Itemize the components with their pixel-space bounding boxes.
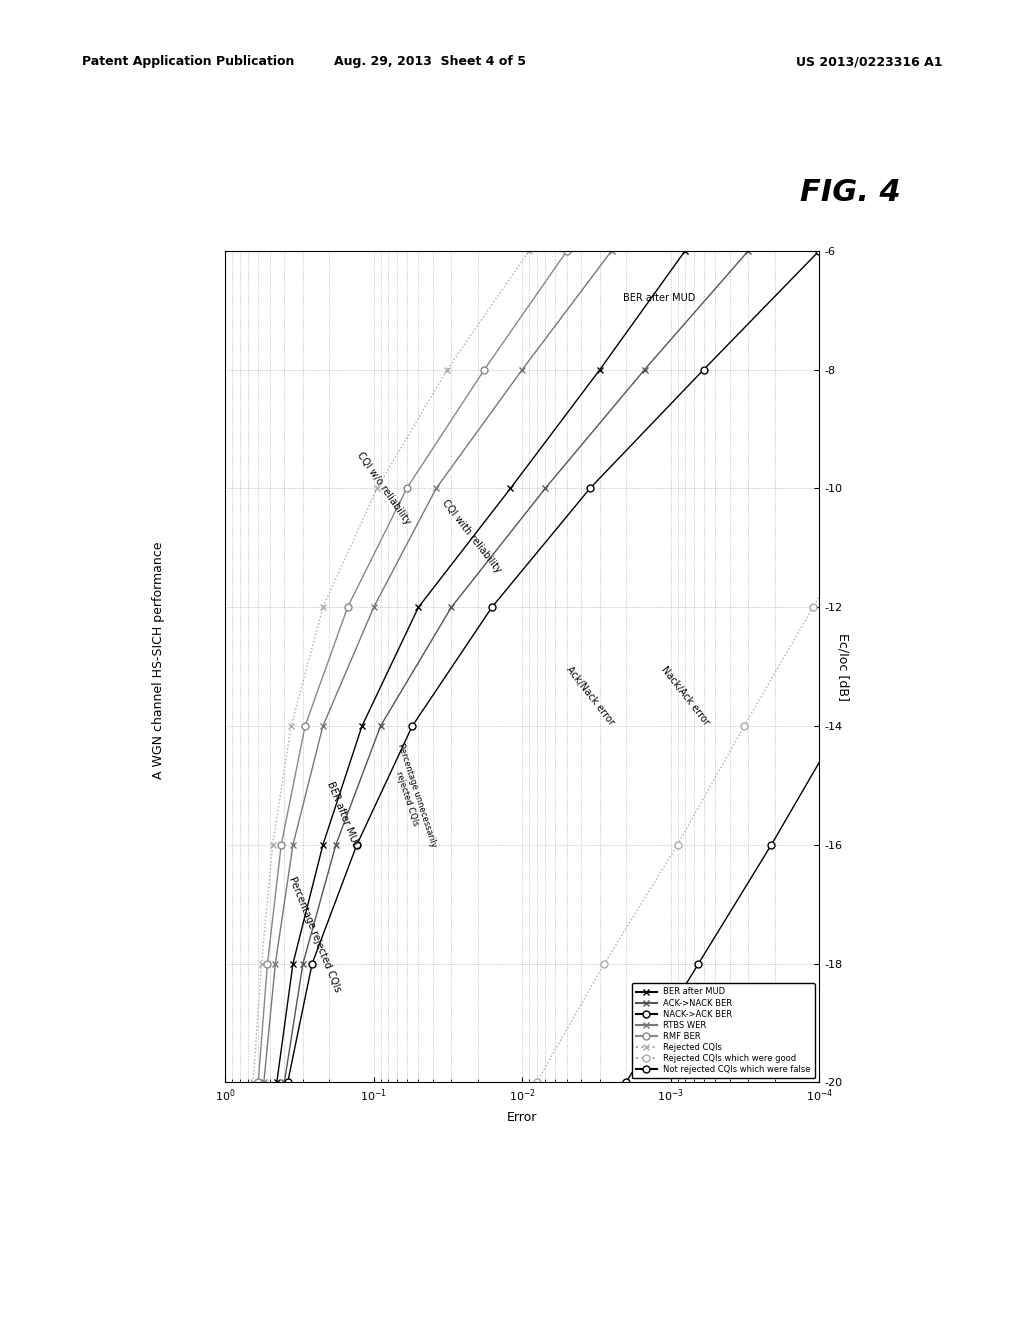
Not rejected CQIs which were false: [970, 480, 982, 496]
Legend: BER after MUD, ACK->NACK BER, NACK->ACK BER, RTBS WER, RMF BER, Rejected CQIs, R: BER after MUD, ACK->NACK BER, NACK->ACK …: [632, 983, 815, 1078]
RMF BER: [299, 718, 311, 734]
RMF BER: [400, 480, 413, 496]
Line: NACK->ACK BER: NACK->ACK BER: [285, 247, 822, 1086]
BER after MUD: [594, 362, 606, 378]
Text: Nack/Ack error: Nack/Ack error: [659, 665, 711, 727]
NACK->ACK BER: [306, 956, 318, 972]
RMF BER: [275, 837, 288, 853]
Rejected CQIs which were good: [940, 362, 952, 378]
NACK->ACK BER: [485, 599, 498, 615]
Line: RMF BER: RMF BER: [255, 247, 570, 1086]
BER after MUD: [356, 718, 369, 734]
BER after MUD: [413, 599, 425, 615]
RTBS WER: [368, 599, 380, 615]
Text: Aug. 29, 2013  Sheet 4 of 5: Aug. 29, 2013 Sheet 4 of 5: [334, 55, 526, 69]
Text: CQI with reliability: CQI with reliability: [440, 498, 503, 574]
ACK->NACK BER: [279, 1074, 291, 1090]
BER after MUD: [287, 956, 299, 972]
ACK->NACK BER: [539, 480, 551, 496]
NACK->ACK BER: [697, 362, 710, 378]
Text: Percentage unnecessarily
rejected CQIs: Percentage unnecessarily rejected CQIs: [386, 743, 438, 851]
Text: BER after MUD: BER after MUD: [623, 293, 695, 304]
RMF BER: [261, 956, 273, 972]
Rejected CQIs which were good: [672, 837, 684, 853]
Text: A WGN channel HS-SICH performance: A WGN channel HS-SICH performance: [153, 541, 165, 779]
BER after MUD: [270, 1074, 283, 1090]
X-axis label: Error: Error: [507, 1111, 538, 1123]
ACK->NACK BER: [297, 956, 309, 972]
Rejected CQIs: [523, 243, 536, 259]
Text: CQI w/o reliability: CQI w/o reliability: [355, 450, 413, 527]
Y-axis label: Ec/Ioc [dB]: Ec/Ioc [dB]: [837, 632, 849, 701]
NACK->ACK BER: [407, 718, 419, 734]
Not rejected CQIs which were false: [692, 956, 705, 972]
Text: US 2013/0223316 A1: US 2013/0223316 A1: [796, 55, 942, 69]
RMF BER: [478, 362, 490, 378]
Rejected CQIs: [316, 599, 329, 615]
RTBS WER: [605, 243, 617, 259]
Rejected CQIs which were good: [807, 599, 819, 615]
Rejected CQIs which were good: [530, 1074, 543, 1090]
Line: Rejected CQIs: Rejected CQIs: [250, 247, 532, 1086]
ACK->NACK BER: [375, 718, 387, 734]
BER after MUD: [679, 243, 691, 259]
Rejected CQIs: [255, 956, 267, 972]
Line: BER after MUD: BER after MUD: [273, 247, 688, 1086]
Rejected CQIs: [441, 362, 454, 378]
NACK->ACK BER: [282, 1074, 294, 1090]
ACK->NACK BER: [445, 599, 458, 615]
NACK->ACK BER: [584, 480, 596, 496]
ACK->NACK BER: [742, 243, 755, 259]
NACK->ACK BER: [813, 243, 825, 259]
Line: RTBS WER: RTBS WER: [260, 247, 615, 1086]
Text: BER after MUD: BER after MUD: [326, 780, 361, 850]
RMF BER: [252, 1074, 264, 1090]
Not rejected CQIs which were false: [765, 837, 777, 853]
RMF BER: [561, 243, 573, 259]
RTBS WER: [287, 837, 299, 853]
Line: Not rejected CQIs which were false: Not rejected CQIs which were false: [623, 366, 1024, 1086]
Text: FIG. 4: FIG. 4: [801, 178, 901, 207]
ACK->NACK BER: [638, 362, 650, 378]
RTBS WER: [516, 362, 528, 378]
RTBS WER: [258, 1074, 270, 1090]
Rejected CQIs which were good: [738, 718, 751, 734]
Text: Percentage rejected CQIs: Percentage rejected CQIs: [287, 875, 342, 993]
Not rejected CQIs which were false: [835, 718, 847, 734]
BER after MUD: [505, 480, 517, 496]
BER after MUD: [316, 837, 329, 853]
RTBS WER: [316, 718, 329, 734]
RTBS WER: [269, 956, 282, 972]
Line: ACK->NACK BER: ACK->NACK BER: [281, 247, 752, 1086]
Rejected CQIs: [371, 480, 383, 496]
RTBS WER: [430, 480, 442, 496]
RMF BER: [341, 599, 353, 615]
Rejected CQIs which were good: [876, 480, 888, 496]
Line: Rejected CQIs which were good: Rejected CQIs which were good: [534, 366, 949, 1086]
Rejected CQIs: [285, 718, 297, 734]
Not rejected CQIs which were false: [620, 1074, 632, 1090]
Text: Patent Application Publication: Patent Application Publication: [82, 55, 294, 69]
Rejected CQIs: [247, 1074, 259, 1090]
Rejected CQIs which were good: [598, 956, 610, 972]
ACK->NACK BER: [330, 837, 342, 853]
Rejected CQIs: [266, 837, 279, 853]
Text: Ack/Nack error: Ack/Nack error: [564, 665, 616, 727]
Not rejected CQIs which were false: [902, 599, 914, 615]
NACK->ACK BER: [350, 837, 362, 853]
